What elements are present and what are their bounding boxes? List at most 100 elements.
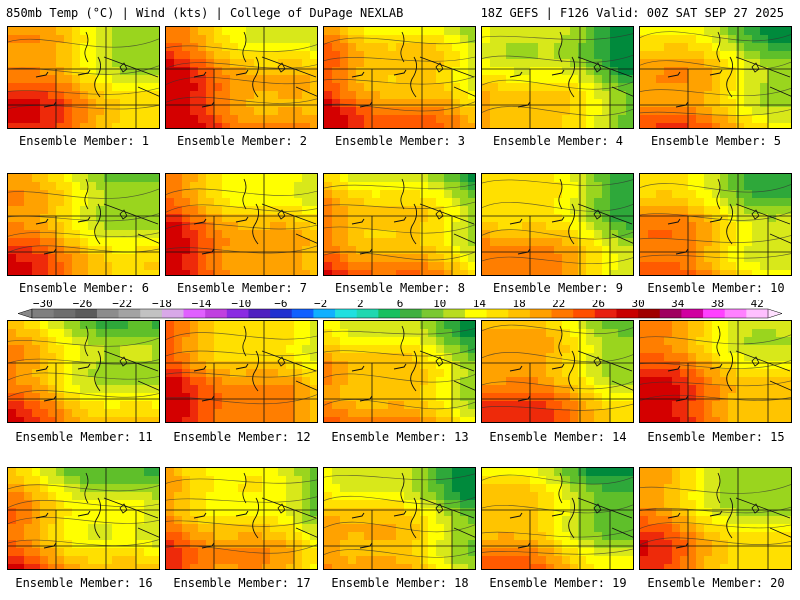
chart-title: 850mb Temp (°C) | Wind (kts) | College o… (6, 6, 404, 20)
colorbar-tick-label: −26 (73, 300, 93, 310)
member-label-2: Ensemble Member: 2 (176, 134, 308, 148)
member-label-17: Ensemble Member: 17 (173, 576, 311, 590)
run-info: 18Z GEFS | F126 Valid: 00Z SAT SEP 27 20… (480, 6, 784, 20)
colorbar-swatch (226, 309, 249, 318)
colorbar-swatch (486, 309, 509, 318)
colorbar-swatch (616, 309, 639, 318)
temperature-field (482, 27, 633, 128)
member-map-4 (481, 26, 634, 129)
temperature-field (482, 321, 633, 422)
colorbar-tick-label: 42 (751, 300, 764, 310)
member-label-5: Ensemble Member: 5 (650, 134, 782, 148)
colorbar-swatch (32, 309, 55, 318)
member-map-1 (7, 26, 160, 129)
member-label-9: Ensemble Member: 9 (492, 281, 624, 295)
colorbar-swatch (53, 309, 76, 318)
member-label-7: Ensemble Member: 7 (176, 281, 308, 295)
colorbar-tick-label: 22 (552, 300, 565, 310)
colorbar-right-arrow (767, 308, 783, 319)
temperature-field (166, 27, 317, 128)
colorbar-tick-label: 14 (473, 300, 487, 310)
temperature-field (640, 27, 791, 128)
colorbar-swatch (464, 309, 488, 318)
colorbar-swatch (746, 309, 769, 318)
member-map-15 (639, 320, 792, 423)
member-map-12 (165, 320, 318, 423)
colorbar-tick-label: −6 (274, 300, 287, 310)
member-label-11: Ensemble Member: 11 (15, 430, 153, 444)
colorbar-tick-label: −18 (152, 300, 172, 310)
temperature-field (8, 468, 159, 569)
colorbar-tick-label: −2 (314, 300, 327, 310)
colorbar-tick-label: 18 (512, 300, 525, 310)
member-map-5 (639, 26, 792, 129)
colorbar-swatch (638, 309, 661, 318)
member-label-1: Ensemble Member: 1 (18, 134, 150, 148)
member-label-14: Ensemble Member: 14 (489, 430, 627, 444)
member-map-6 (7, 173, 160, 276)
colorbar-tick-label: 10 (433, 300, 446, 310)
colorbar-swatch (443, 309, 466, 318)
colorbar-swatch (356, 309, 379, 318)
temperature-field (324, 174, 475, 275)
colorbar-left-arrow (17, 308, 33, 319)
member-map-11 (7, 320, 160, 423)
member-map-13 (323, 320, 476, 423)
temperature-colorbar: −30 −26 −22 −18 −14 −10 −6 −2 2 6 10 14 18 22 26 30 34 38… (10, 300, 790, 320)
colorbar-swatch (140, 309, 163, 318)
member-map-7 (165, 173, 318, 276)
colorbar-swatch (75, 309, 98, 318)
colorbar-swatch (118, 309, 141, 318)
colorbar-swatch (378, 309, 401, 318)
member-map-8 (323, 173, 476, 276)
temperature-field (8, 174, 159, 275)
temperature-field (166, 174, 317, 275)
member-label-12: Ensemble Member: 12 (173, 430, 311, 444)
member-map-19 (481, 467, 634, 570)
member-label-10: Ensemble Member: 10 (647, 281, 785, 295)
member-map-14 (481, 320, 634, 423)
colorbar-swatch (96, 309, 120, 318)
member-map-17 (165, 467, 318, 570)
member-map-2 (165, 26, 318, 129)
colorbar-graphic: −30 −26 −22 −18 −14 −10 −6 −2 2 6 10 14 18 22 26 30 34 38… (17, 300, 783, 319)
colorbar-swatch (573, 309, 596, 318)
colorbar-tick-label: 26 (592, 300, 605, 310)
colorbar-swatch (183, 309, 206, 318)
temperature-field (8, 27, 159, 128)
colorbar-tick-label: 34 (671, 300, 685, 310)
member-map-3 (323, 26, 476, 129)
temperature-field (640, 174, 791, 275)
member-label-3: Ensemble Member: 3 (334, 134, 466, 148)
temperature-field (166, 321, 317, 422)
temperature-field (324, 468, 475, 569)
colorbar-swatch (161, 309, 185, 318)
temperature-field (482, 468, 633, 569)
colorbar-swatch (291, 309, 314, 318)
colorbar-swatch (270, 309, 293, 318)
member-label-13: Ensemble Member: 13 (331, 430, 469, 444)
temperature-field (640, 321, 791, 422)
colorbar-tick-label: −22 (112, 300, 132, 310)
member-label-16: Ensemble Member: 16 (15, 576, 153, 590)
colorbar-tick-label: 30 (631, 300, 644, 310)
colorbar-swatch (724, 309, 747, 318)
temperature-field (324, 27, 475, 128)
colorbar-swatch (508, 309, 531, 318)
colorbar-swatch (529, 309, 553, 318)
colorbar-swatch (659, 309, 682, 318)
colorbar-swatch (400, 309, 423, 318)
member-label-15: Ensemble Member: 15 (647, 430, 785, 444)
member-label-8: Ensemble Member: 8 (334, 281, 466, 295)
member-map-20 (639, 467, 792, 570)
colorbar-swatch (205, 309, 228, 318)
colorbar-swatch (681, 309, 704, 318)
colorbar-swatch (248, 309, 271, 318)
temperature-field (482, 174, 633, 275)
colorbar-swatch (703, 309, 726, 318)
temperature-field (640, 468, 791, 569)
member-label-19: Ensemble Member: 19 (489, 576, 627, 590)
member-label-4: Ensemble Member: 4 (492, 134, 624, 148)
colorbar-swatch (335, 309, 358, 318)
temperature-field (166, 468, 317, 569)
